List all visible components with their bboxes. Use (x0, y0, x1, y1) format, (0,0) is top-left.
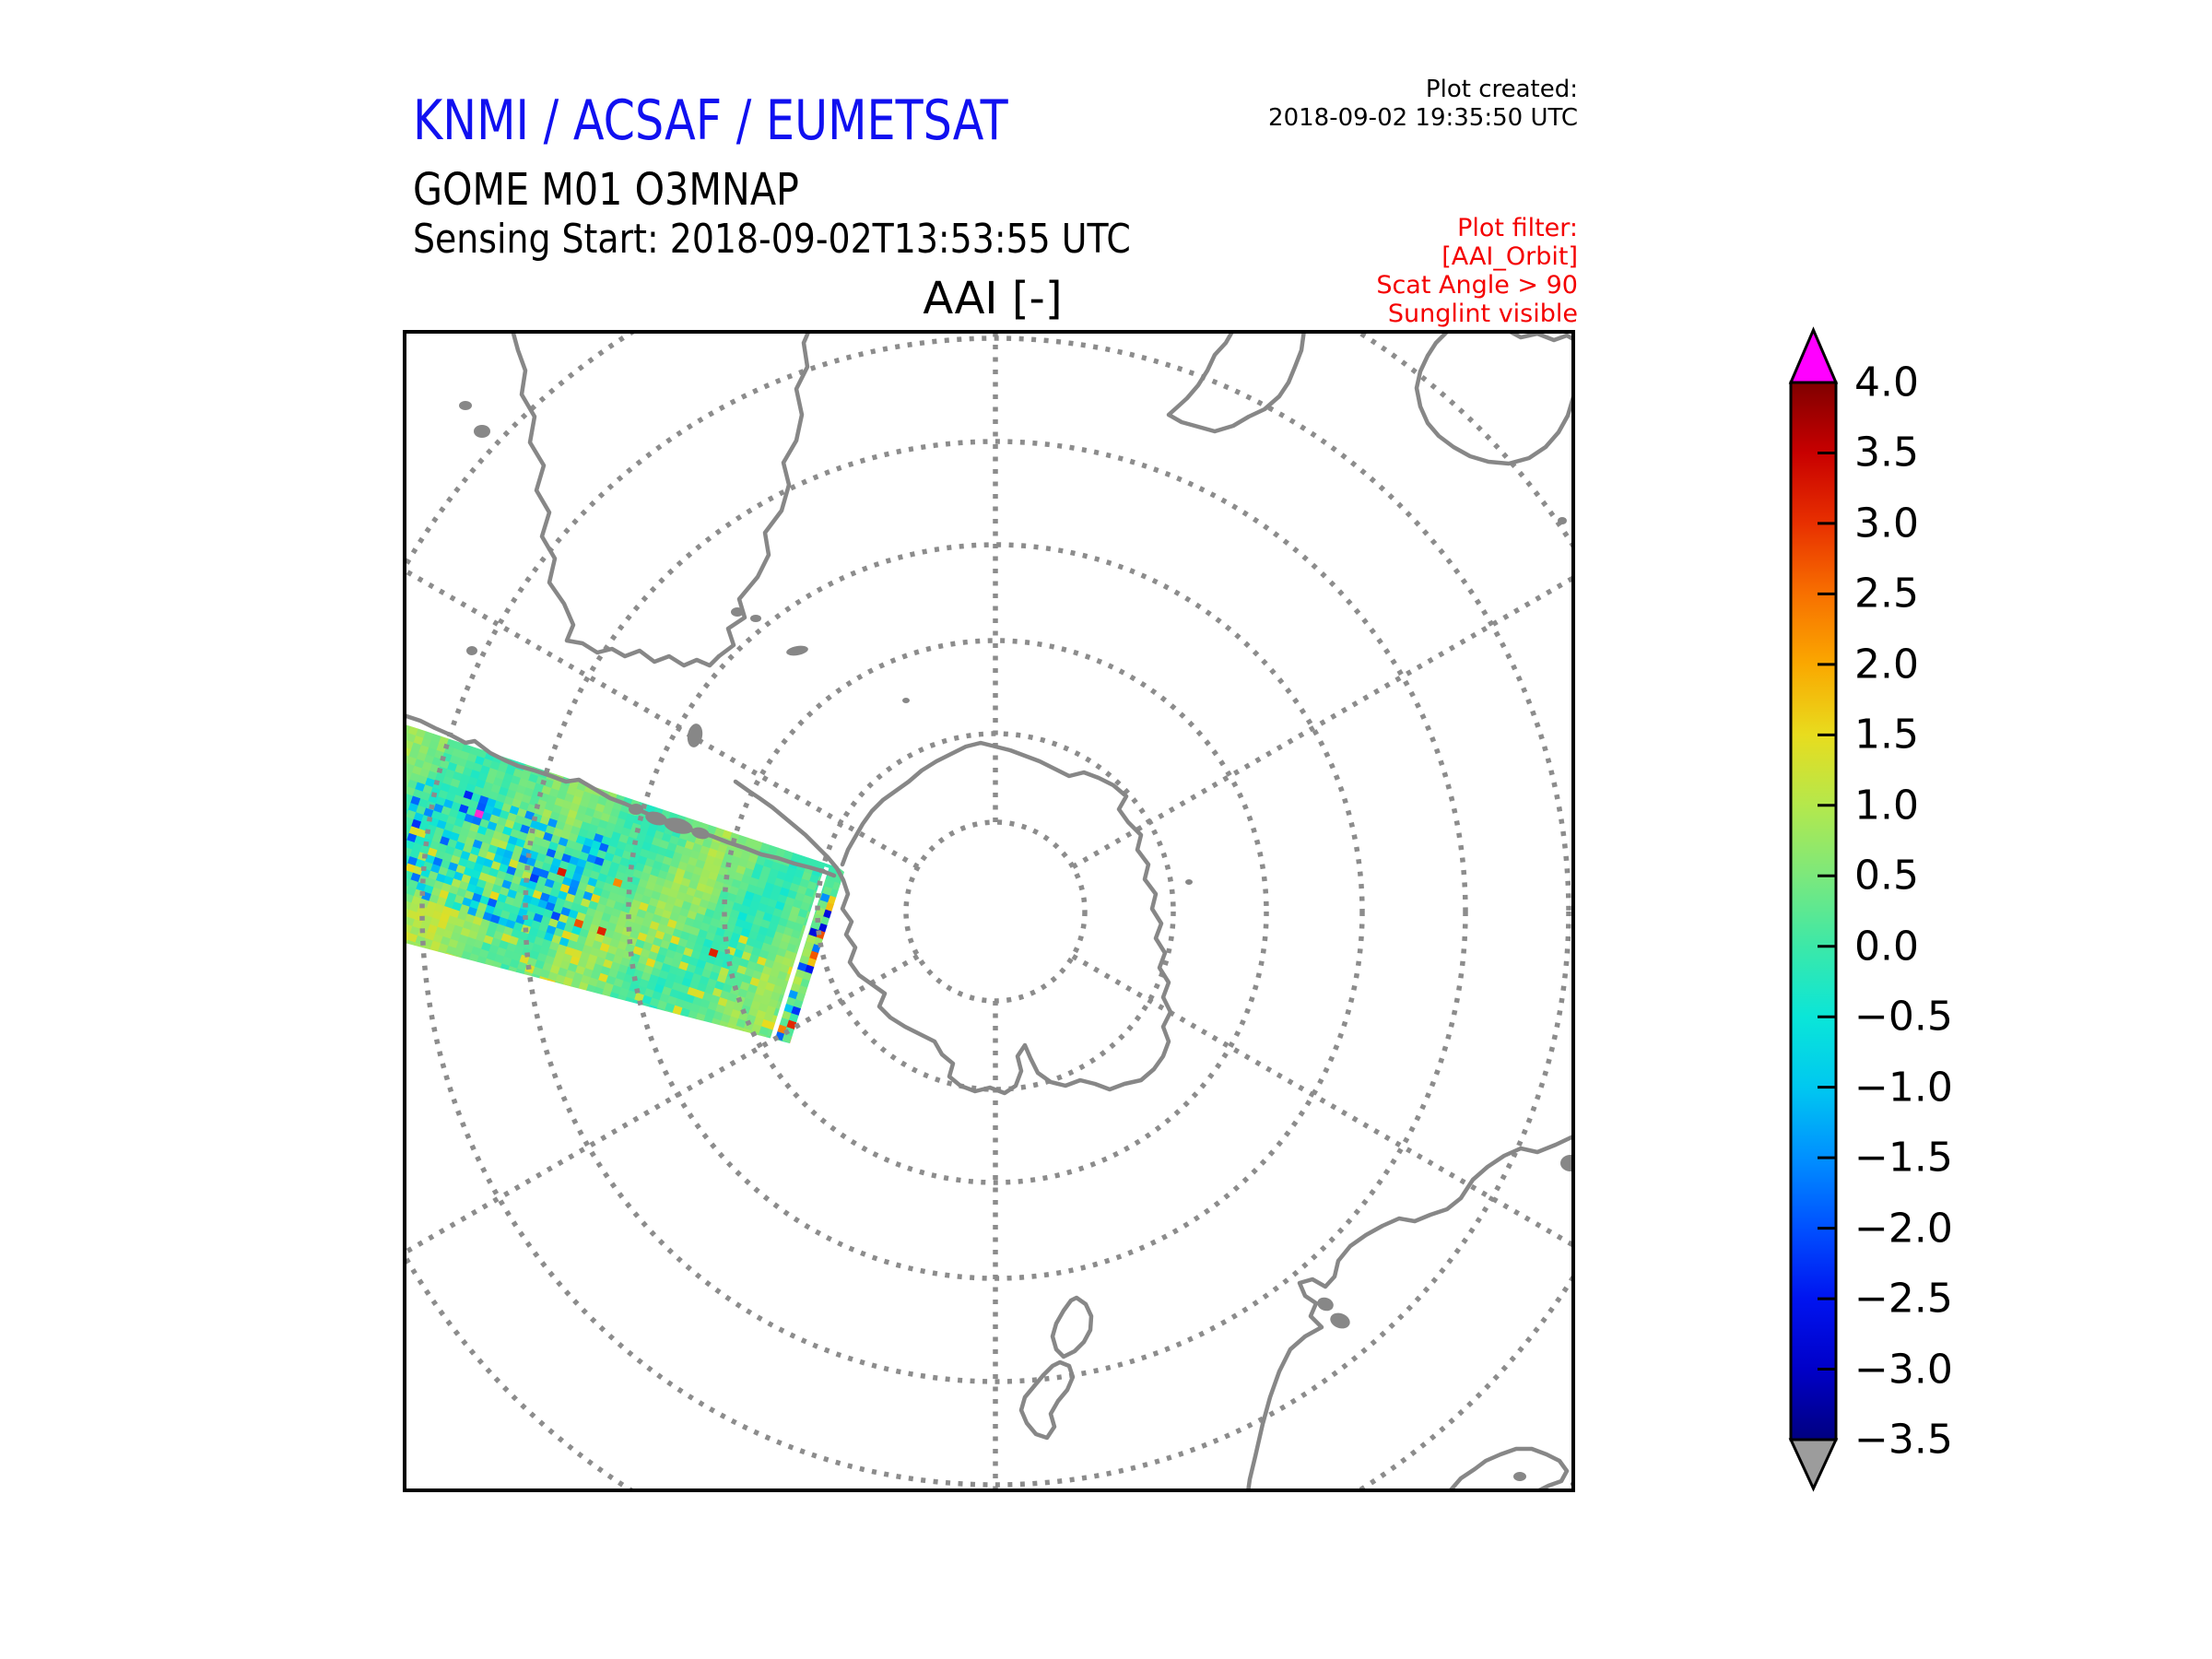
colorbar-tick-label: 0.0 (1854, 923, 1919, 971)
colorbar (1788, 326, 1839, 1492)
organization-title: KNMI / ACSAF / EUMETSAT (413, 88, 1008, 153)
colorbar-tick-label: −2.0 (1854, 1205, 1953, 1253)
colorbar-tick-label: 2.0 (1854, 641, 1919, 688)
colorbar-tick-label: −1.0 (1854, 1064, 1953, 1112)
colorbar-tick-label: 3.0 (1854, 500, 1919, 547)
plot-filter-line: Scat Angle > 90 (1376, 271, 1578, 300)
colorbar-tick-label: 2.5 (1854, 570, 1919, 618)
plot-filter-line: Plot filter: (1457, 214, 1578, 242)
colorbar-tick-label: −0.5 (1854, 993, 1953, 1041)
colorbar-tick-label: 1.0 (1854, 782, 1919, 830)
map-content (405, 332, 1573, 1490)
plot-created-timestamp: 2018-09-02 19:35:50 UTC (1268, 104, 1578, 132)
colorbar-tick-label: −1.5 (1854, 1134, 1953, 1182)
plot-filter-line: Sunglint visible (1387, 300, 1578, 328)
coastlines (405, 332, 1573, 1490)
polar-map (403, 330, 1575, 1492)
colorbar-tick-label: 1.5 (1854, 711, 1919, 759)
colorbar-tick-label: 0.5 (1854, 852, 1919, 900)
colorbar-tick-label: −3.0 (1854, 1346, 1953, 1394)
colorbar-over-arrow (1788, 326, 1839, 384)
colorbar-tick-label: 3.5 (1854, 429, 1919, 477)
plot-filter-line: [AAI_Orbit] (1441, 242, 1578, 271)
small-islands (459, 401, 1573, 1481)
colorbar-tick-label: 4.0 (1854, 359, 1919, 406)
colorbar-gradient (1789, 381, 1838, 1441)
plot-created-block: Plot created: 2018-09-02 19:35:50 UTC (1268, 76, 1578, 133)
product-name: GOME M01 O3MNAP (413, 164, 799, 216)
plot-created-label: Plot created: (1425, 76, 1578, 103)
map-title: AAI [-] (923, 273, 1063, 324)
plot-filter-block: Plot filter: [AAI_Orbit] Scat Angle > 90… (1376, 214, 1578, 328)
sensing-start-label: Sensing Start: 2018-09-02T13:53:55 UTC (413, 216, 1131, 263)
colorbar-tick-label: −3.5 (1854, 1416, 1953, 1464)
graticule (405, 332, 1573, 1490)
colorbar-tick-label: −2.5 (1854, 1275, 1953, 1323)
colorbar-under-arrow (1788, 1438, 1839, 1492)
